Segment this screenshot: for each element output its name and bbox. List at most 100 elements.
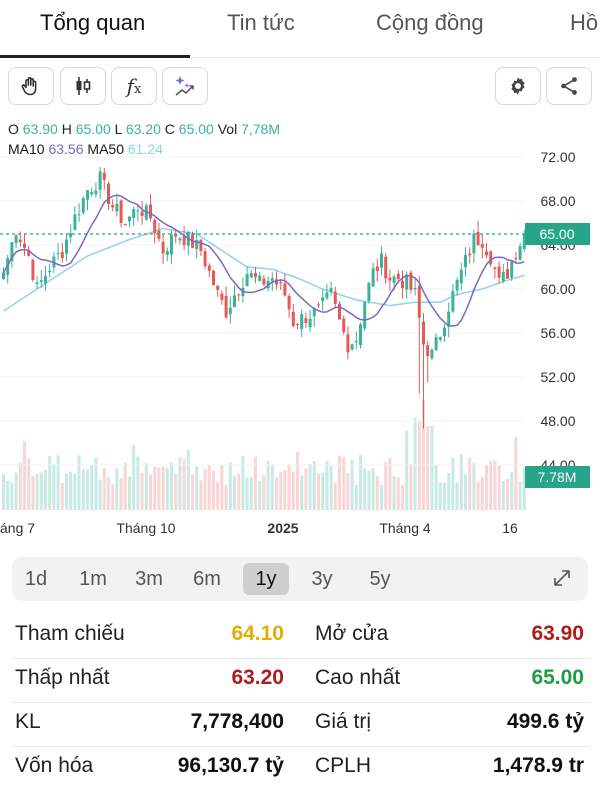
volume-bar [27,458,31,510]
volume-bar [237,473,241,510]
candle [518,246,522,260]
volume-bar [342,456,346,510]
active-tab-indicator [0,55,190,58]
chart-settings-button[interactable] [495,67,541,105]
volume-bar [165,467,169,510]
ma-readout: MA10 63.56 MA50 61.24 [8,141,163,157]
volume-bar [283,470,287,510]
volume-bar [325,461,329,510]
ma10-label: MA10 [8,141,45,157]
volume-bar [388,458,392,510]
candle [275,279,278,285]
volume-bar [308,463,312,510]
time-range-selector: 1d 1m 3m 6m 1y 3y 5y [12,557,588,601]
indicators-button[interactable]: fx [111,67,157,105]
price-chart[interactable]: 72.0068.0064.0060.0056.0052.0048.0044.00… [0,112,600,544]
candle [31,259,35,280]
expand-icon[interactable] [550,566,574,595]
gear-icon [507,75,529,97]
share-button[interactable] [546,67,592,105]
ma10-value: 63.56 [48,141,84,157]
range-1d[interactable]: 1d [24,568,48,590]
volume-bar [350,459,354,510]
volume-bar [430,425,434,510]
volume-bar [258,480,262,510]
drawing-tool-button[interactable] [8,67,54,105]
volume-bar [476,482,480,510]
volume-bars [2,400,526,510]
candle [296,323,299,325]
candle [401,280,404,288]
price-tick-label: 56.00 [540,325,575,341]
volume-bar [90,465,94,510]
candle [10,242,14,261]
candle [333,291,337,304]
volume-bar [56,455,60,510]
volume-bar [111,484,115,510]
range-3m[interactable]: 3m [135,568,163,590]
candle [165,251,169,255]
market-cap-label: Vốn hóa [15,754,94,777]
candle [258,275,262,281]
top-tabs: Tổng quan Tin tức Cộng đồng Hồ [0,0,600,58]
volume-bar [39,472,43,510]
candle [346,334,350,353]
candle [443,327,446,337]
candle [157,230,161,239]
volume-bar [182,459,186,510]
candle [128,216,131,222]
candle [468,253,472,256]
range-1m[interactable]: 1m [79,568,107,590]
candle [174,234,178,237]
candle [44,275,47,284]
candle [279,282,283,284]
chart-gridlines [0,156,525,466]
volume-bar [157,467,161,510]
candle [464,254,467,268]
tab-ho[interactable]: Hồ [570,10,599,35]
candle [489,251,493,265]
high-label: H [61,121,72,137]
ai-analysis-button[interactable] [162,67,208,105]
volume-bar [153,466,157,510]
time-tick-label: Tháng 4 [379,520,431,536]
range-6m[interactable]: 6m [193,568,221,590]
candle [350,344,354,350]
volume-bar [123,463,127,510]
candle [65,239,68,254]
candle [140,211,144,216]
range-3y[interactable]: 3y [311,568,333,590]
tab-overview[interactable]: Tổng quan [40,10,146,35]
volume-bar [212,470,215,510]
ma50-line [3,227,525,312]
ref-price-value: 64.10 [231,622,284,645]
shares-outstanding-label: CPLH [315,754,372,777]
candle [216,285,220,290]
volume-bar [144,463,148,510]
volume-bar [451,457,455,510]
range-5y[interactable]: 5y [369,568,391,590]
volume-stat-value: 7,778,400 [190,710,284,733]
volume-bar [417,421,421,510]
volume-bar [287,464,291,510]
candle [132,208,136,218]
price-tick-label: 68.00 [540,193,575,209]
chart-type-button[interactable] [60,67,106,105]
volume-bar [220,464,224,510]
divider [12,702,590,703]
low-price-label: Thấp nhất [15,666,110,689]
candle [392,276,396,283]
candle [220,293,224,301]
price-tick-label: 52.00 [540,369,575,385]
candle [338,303,341,320]
volume-bar [249,477,253,510]
candlestick-icon [71,74,95,98]
volume-bar [346,473,350,510]
ohlc-readout: O 63.90 H 65.00 L 63.20 C 65.00 Vol 7,78… [8,121,280,137]
range-1y[interactable]: 1y [243,563,289,595]
tab-community[interactable]: Cộng đồng [376,10,484,35]
volume-bar [161,466,165,510]
tab-news[interactable]: Tin tức [227,10,295,35]
ma10-line [2,194,525,327]
volume-bar [6,480,10,510]
